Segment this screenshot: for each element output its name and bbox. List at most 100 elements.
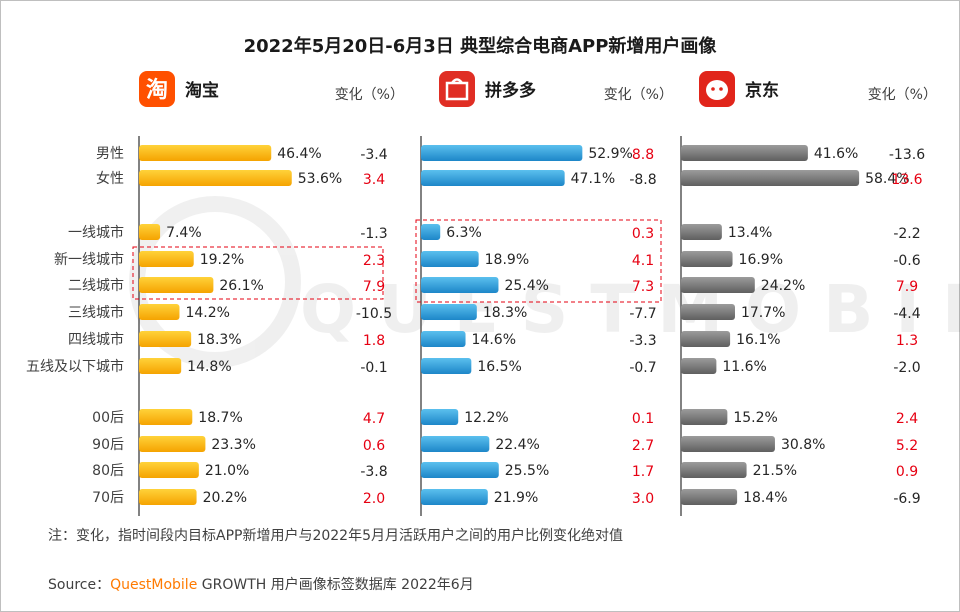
- bar: [421, 251, 479, 267]
- bar: [681, 251, 733, 267]
- bar-value-label: 16.9%: [739, 252, 783, 268]
- bar: [421, 304, 477, 320]
- bar-value-label: 25.5%: [505, 463, 549, 479]
- logo-2: [699, 71, 735, 107]
- bar: [421, 170, 565, 186]
- category-label: 二线城市: [68, 277, 124, 294]
- change-value: 7.9: [363, 279, 385, 295]
- bar: [681, 331, 731, 347]
- change-value: -3.8: [360, 464, 387, 480]
- category-label: 女性: [96, 170, 124, 187]
- watermark-ring: [129, 196, 301, 368]
- category-label: 一线城市: [68, 224, 124, 241]
- category-label: 四线城市: [68, 331, 124, 348]
- pinduoduo-logo-icon: [439, 71, 475, 107]
- bar-value-label: 14.6%: [472, 332, 516, 348]
- category-label: 五线及以下城市: [26, 358, 124, 375]
- bar-value-label: 30.8%: [781, 437, 825, 453]
- bar-value-label: 16.5%: [477, 359, 521, 375]
- change-header: 变化（%）: [335, 87, 404, 103]
- bar: [139, 331, 192, 347]
- taobao-logo-icon: [139, 71, 175, 107]
- source-brand: QuestMobile: [110, 577, 197, 593]
- logo-dog-eye: [719, 87, 723, 91]
- source-line: Source：QuestMobile GROWTH 用户画像标签数据库 2022…: [48, 576, 474, 593]
- bar: [421, 358, 472, 374]
- bar: [681, 409, 728, 425]
- bar-value-label: 24.2%: [761, 278, 805, 294]
- change-value: 2.7: [632, 438, 654, 454]
- bar: [421, 436, 490, 452]
- series-name: 拼多多: [485, 80, 536, 101]
- bar-value-label: 13.4%: [728, 225, 772, 241]
- series-name: 京东: [745, 80, 779, 101]
- change-value: 0.9: [896, 464, 918, 480]
- change-value: -3.3: [629, 333, 656, 349]
- bar-value-label: 52.9%: [588, 146, 632, 162]
- bar: [681, 224, 722, 240]
- change-value: 4.1: [632, 253, 654, 269]
- change-value: 8.8: [632, 147, 654, 163]
- change-value: 7.9: [896, 279, 918, 295]
- change-value: -4.4: [893, 306, 920, 322]
- bar: [139, 489, 197, 505]
- bar: [681, 145, 808, 161]
- bar: [139, 170, 292, 186]
- bar-value-label: 6.3%: [446, 225, 482, 241]
- change-header: 变化（%）: [604, 87, 673, 103]
- change-value: 0.6: [363, 438, 385, 454]
- bar-value-label: 20.2%: [203, 490, 247, 506]
- series-name: 淘宝: [185, 80, 219, 101]
- bar-value-label: 25.4%: [504, 278, 548, 294]
- bar-value-label: 18.7%: [198, 410, 242, 426]
- change-value: -2.0: [893, 360, 920, 376]
- category-label: 00后: [92, 410, 124, 426]
- change-value: -8.8: [629, 172, 656, 188]
- bar-value-label: 18.4%: [743, 490, 787, 506]
- change-value: -10.5: [356, 306, 392, 322]
- change-value: -2.2: [893, 226, 920, 242]
- source-prefix: Source：: [48, 577, 110, 593]
- bar-value-label: 17.7%: [741, 305, 785, 321]
- bar-value-label: 47.1%: [571, 171, 615, 187]
- bar-value-label: 21.9%: [494, 490, 538, 506]
- change-value: 1.7: [632, 464, 654, 480]
- bar-value-label: 22.4%: [495, 437, 539, 453]
- category-label: 三线城市: [68, 304, 124, 321]
- bar-value-label: 11.6%: [722, 359, 766, 375]
- bar: [139, 462, 199, 478]
- source-suffix: GROWTH 用户画像标签数据库 2022年6月: [197, 576, 473, 593]
- bar: [681, 277, 755, 293]
- bar-value-label: 19.2%: [200, 252, 244, 268]
- category-label: 男性: [96, 146, 124, 162]
- change-value: 0.3: [632, 226, 654, 242]
- change-value: -6.9: [893, 491, 920, 507]
- bar-value-label: 23.3%: [211, 437, 255, 453]
- bar-value-label: 7.4%: [166, 225, 202, 241]
- chart-title: 2022年5月20日-6月3日 典型综合电商APP新增用户画像: [244, 35, 718, 57]
- bar-value-label: 21.0%: [205, 463, 249, 479]
- bar: [139, 277, 214, 293]
- bar: [139, 145, 272, 161]
- bar: [139, 304, 180, 320]
- bar-value-label: 12.2%: [464, 410, 508, 426]
- change-value: -13.6: [889, 147, 925, 163]
- logo-dog-face: [706, 80, 728, 100]
- change-value: -7.7: [629, 306, 656, 322]
- change-value: -1.3: [360, 226, 387, 242]
- change-value: 3.4: [363, 172, 385, 188]
- footnote: 注：变化，指时间段内目标APP新增用户与2022年5月月活跃用户之间的用户比例变…: [48, 527, 623, 544]
- change-value: 3.0: [632, 491, 654, 507]
- logo-bag-shape: [445, 78, 469, 101]
- bar-value-label: 14.2%: [185, 305, 229, 321]
- bar: [681, 462, 747, 478]
- watermark-text: QUESTMOBILE: [300, 271, 960, 348]
- bar-value-label: 26.1%: [219, 278, 263, 294]
- bar: [139, 409, 193, 425]
- change-value: 5.2: [896, 438, 918, 454]
- change-value: 1.3: [896, 333, 918, 349]
- bar-value-label: 41.6%: [814, 146, 858, 162]
- bar-value-label: 53.6%: [298, 171, 342, 187]
- bar-value-label: 18.3%: [197, 332, 241, 348]
